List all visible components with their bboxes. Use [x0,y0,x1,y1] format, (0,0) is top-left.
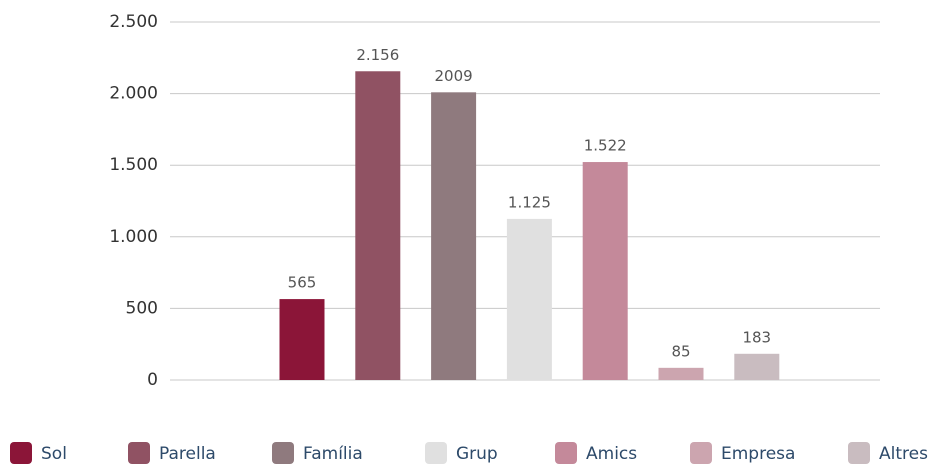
legend-label: Sol [41,444,67,464]
value-label: 2.156 [356,46,399,64]
y-tick-label: 1.500 [109,155,158,175]
bar [355,71,401,380]
bar [582,162,628,380]
bar [658,367,704,380]
value-label: 565 [288,274,317,292]
value-label: 85 [671,342,690,360]
bar [279,299,325,380]
legend-swatch [555,442,577,464]
y-tick-label: 1.000 [109,227,158,247]
bar [431,92,477,380]
legend-swatch [425,442,447,464]
value-label: 2009 [435,67,473,85]
value-label: 1.522 [584,137,627,155]
value-label: 1.125 [508,193,551,211]
legend-label: Empresa [721,444,795,464]
legend-label: Grup [456,444,498,464]
legend-swatch [128,442,150,464]
y-tick-label: 2.000 [109,84,158,104]
value-label: 183 [742,328,771,346]
legend-label: Família [303,444,363,464]
bar [734,353,780,380]
legend-label: Amics [586,444,637,464]
legend-swatch [848,442,870,464]
legend-swatch [690,442,712,464]
bar [506,218,552,380]
y-tick-label: 0 [147,370,158,390]
y-tick-label: 500 [126,298,158,318]
legend-label: Parella [159,444,216,464]
legend-label: Altres [879,444,928,464]
legend-swatch [10,442,32,464]
legend-swatch [272,442,294,464]
y-tick-label: 2.500 [109,12,158,32]
